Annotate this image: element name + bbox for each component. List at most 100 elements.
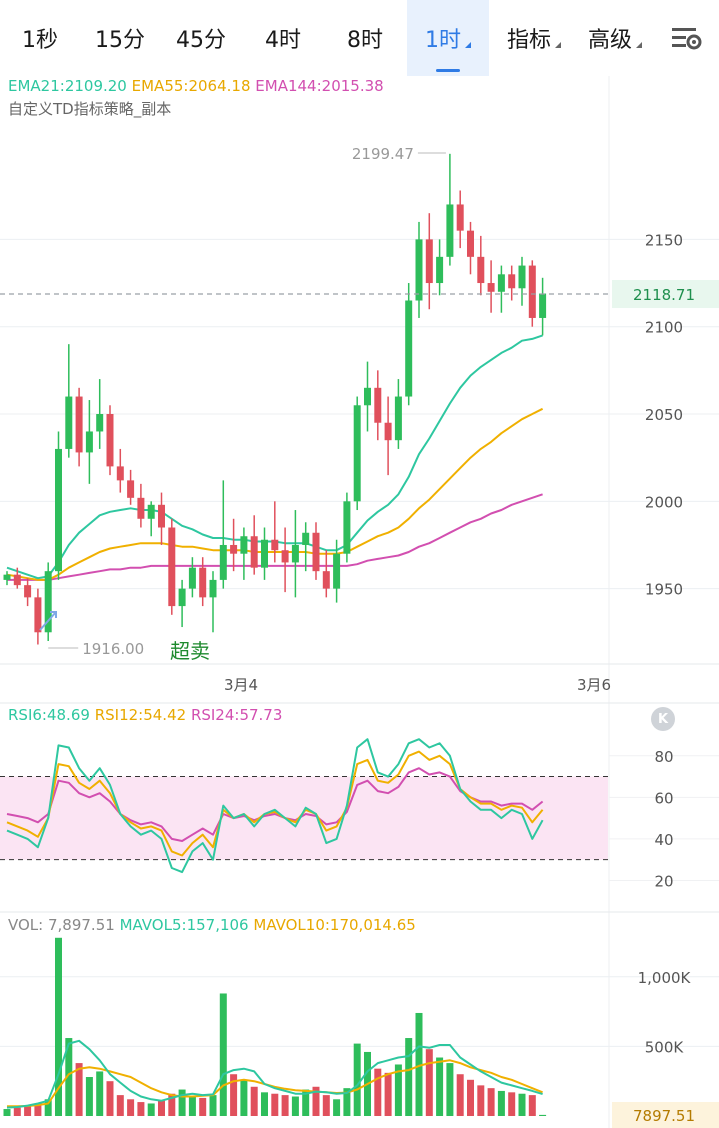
- candle-up: [394, 396, 402, 441]
- dropdown-caret-icon: [465, 42, 471, 48]
- price-tick-label: 2150: [645, 231, 683, 249]
- volume-bar: [168, 1093, 176, 1116]
- candle-down: [322, 571, 330, 589]
- volume-bar: [116, 1095, 124, 1116]
- candle-up: [302, 532, 310, 545]
- vol-label: VOL: 7,897.51: [8, 916, 115, 934]
- candle-up: [96, 414, 104, 432]
- timeframe-tabs: 1秒 15分 45分 4时 8时 1时 指标 高级: [0, 0, 719, 76]
- annotations: 2118.71 2199.47 1916.00 超卖: [0, 145, 719, 663]
- rsi-band: [0, 776, 608, 860]
- strategy-label: 自定义TD指标策略_副本: [8, 100, 172, 118]
- candle-up: [539, 293, 547, 318]
- tab-indicators[interactable]: 指标: [493, 0, 575, 76]
- tab-advanced[interactable]: 高级: [575, 0, 655, 76]
- tab-label: 4时: [265, 28, 301, 53]
- candle-down: [13, 574, 21, 586]
- volume-bar: [281, 1095, 289, 1116]
- tab-45m[interactable]: 45分: [160, 0, 242, 76]
- candle-up: [55, 448, 62, 572]
- candle-down: [425, 239, 433, 284]
- ema21-label: EMA21:2109.20: [8, 77, 127, 95]
- volume-bar: [312, 1086, 320, 1116]
- volume-bar: [343, 1088, 351, 1116]
- ema144-line: [7, 493, 543, 581]
- candle-down: [467, 230, 474, 257]
- volume-bar: [436, 1057, 444, 1116]
- candle-up: [291, 544, 299, 563]
- volume-bar: [415, 1012, 423, 1116]
- candle-down: [374, 387, 382, 423]
- candle-down: [281, 550, 289, 563]
- date-tick-label: 3月4: [224, 676, 258, 694]
- candle-up: [3, 574, 11, 580]
- volume-bar: [487, 1088, 495, 1116]
- high-price-label: 2199.47: [352, 145, 414, 163]
- volume-bar: [13, 1107, 21, 1116]
- mavol10-line: [7, 1059, 543, 1108]
- chart-settings-icon: [672, 28, 702, 50]
- tab-1h[interactable]: 1时: [407, 0, 489, 76]
- tab-label: 45分: [176, 28, 226, 53]
- rsi-pane: 80 60 40 20: [0, 738, 719, 890]
- chart-settings-button[interactable]: [660, 0, 714, 76]
- candle-up: [147, 504, 155, 519]
- volume-bar: [322, 1095, 330, 1116]
- price-tick-label: 2100: [645, 319, 683, 337]
- volume-bar: [271, 1093, 279, 1116]
- candle-down: [168, 527, 176, 607]
- rsi-legend: RSI6:48.69 RSI12:54.42 RSI24:57.73: [8, 706, 282, 724]
- volume-bar: [518, 1093, 526, 1116]
- candle-up: [333, 553, 341, 589]
- last-price-label: 2118.71: [633, 286, 695, 304]
- candle-down: [230, 544, 238, 554]
- candle-down: [106, 414, 114, 467]
- candle-down: [456, 204, 464, 231]
- volume-bar: [497, 1090, 505, 1116]
- candle-up: [65, 396, 73, 449]
- candle-up: [343, 501, 351, 554]
- candle-down: [477, 256, 485, 284]
- tab-4h[interactable]: 4时: [242, 0, 324, 76]
- price-tick-label: 1950: [645, 581, 683, 599]
- volume-bar: [188, 1096, 196, 1116]
- collapse-button[interactable]: K: [651, 707, 675, 731]
- candle-down: [137, 497, 145, 519]
- volume-bar: [394, 1064, 402, 1116]
- ema55-label: EMA55:2064.18: [131, 77, 251, 95]
- volume-bar: [425, 1049, 433, 1116]
- low-price-label: 1916.00: [82, 640, 144, 658]
- volume-bar: [333, 1099, 341, 1116]
- volume-bar: [158, 1100, 165, 1116]
- volume-bar: [302, 1089, 310, 1116]
- tab-1s[interactable]: 1秒: [0, 0, 80, 76]
- candle-down: [250, 536, 258, 568]
- candle-up: [188, 567, 196, 589]
- tab-8h[interactable]: 8时: [324, 0, 406, 76]
- last-price-badge: [612, 280, 719, 309]
- candle-down: [312, 532, 320, 572]
- volume-bar: [147, 1103, 155, 1116]
- volume-bar: [85, 1077, 93, 1116]
- candles: [3, 153, 547, 645]
- candle-up: [518, 265, 526, 289]
- volume-bar: [106, 1081, 114, 1116]
- candle-down: [75, 396, 83, 453]
- tab-15m[interactable]: 15分: [80, 0, 160, 76]
- candle-down: [384, 422, 392, 441]
- vol-tick-label: 1,000K: [638, 969, 692, 987]
- volume-bar: [127, 1099, 135, 1116]
- candle-up: [209, 579, 217, 598]
- candle-up: [219, 544, 227, 580]
- candle-down: [508, 274, 516, 289]
- rsi6-label: RSI6:48.69: [8, 706, 90, 724]
- rsi-tick-label: 80: [654, 748, 673, 766]
- buy-arrow-icon: [39, 611, 57, 631]
- ema-legend: EMA21:2109.20 EMA55:2064.18 EMA144:2015.…: [8, 77, 384, 95]
- candle-down: [116, 466, 124, 481]
- candle-down: [34, 597, 42, 633]
- mavol5-line: [6, 1039, 543, 1109]
- candle-up: [364, 387, 371, 406]
- candle-down: [158, 504, 165, 528]
